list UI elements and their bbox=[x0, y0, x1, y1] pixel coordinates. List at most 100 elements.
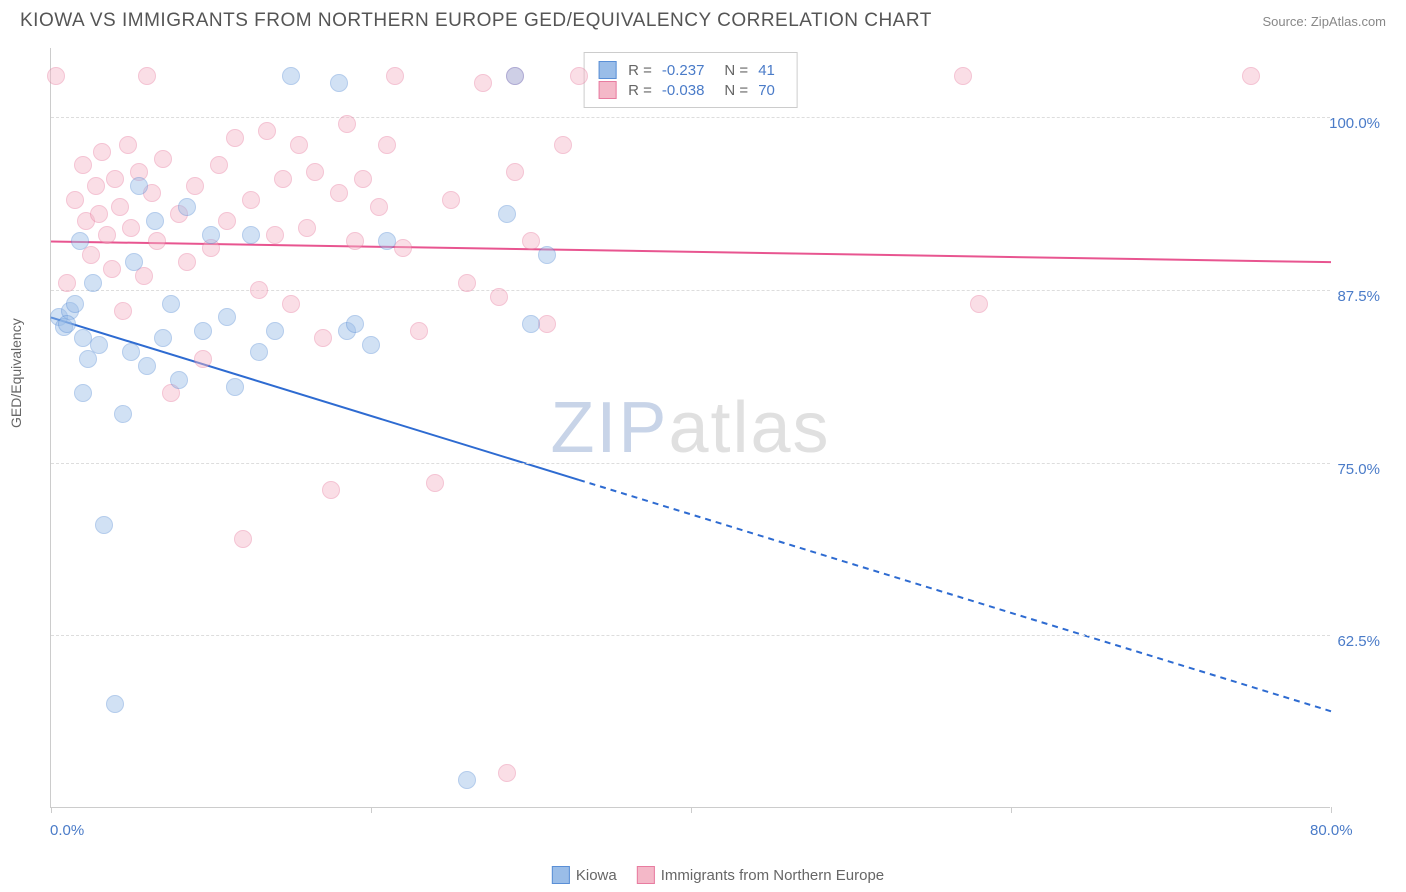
swatch-kiowa-icon bbox=[552, 866, 570, 884]
y-tick-label: 87.5% bbox=[1337, 288, 1380, 305]
x-tick-label: 80.0% bbox=[1310, 822, 1353, 839]
data-point bbox=[125, 253, 143, 271]
swatch-immigrants bbox=[598, 81, 616, 99]
data-point bbox=[58, 315, 76, 333]
data-point bbox=[66, 191, 84, 209]
data-point bbox=[111, 198, 129, 216]
swatch-kiowa bbox=[598, 61, 616, 79]
data-point bbox=[314, 329, 332, 347]
data-point bbox=[442, 191, 460, 209]
data-point bbox=[98, 226, 116, 244]
data-point bbox=[210, 156, 228, 174]
legend-label-kiowa: Kiowa bbox=[576, 867, 617, 884]
data-point bbox=[170, 371, 188, 389]
data-point bbox=[138, 357, 156, 375]
data-point bbox=[90, 205, 108, 223]
data-point bbox=[84, 274, 102, 292]
data-point bbox=[71, 232, 89, 250]
data-point bbox=[202, 226, 220, 244]
data-point bbox=[103, 260, 121, 278]
legend-item-immigrants: Immigrants from Northern Europe bbox=[637, 866, 884, 884]
scatter-plot: ZIPatlas R =-0.237 N =41 R =-0.038 N =70 bbox=[50, 48, 1330, 808]
y-axis-label: GED/Equivalency bbox=[8, 318, 24, 428]
data-point bbox=[410, 322, 428, 340]
legend-row-immigrants: R =-0.038 N =70 bbox=[598, 81, 783, 99]
data-point bbox=[106, 170, 124, 188]
data-point bbox=[95, 516, 113, 534]
y-tick-label: 75.0% bbox=[1337, 461, 1380, 478]
data-point bbox=[522, 315, 540, 333]
legend-row-kiowa: R =-0.237 N =41 bbox=[598, 61, 783, 79]
data-point bbox=[138, 67, 156, 85]
data-point bbox=[306, 163, 324, 181]
data-point bbox=[226, 129, 244, 147]
data-point bbox=[146, 212, 164, 230]
trend-lines bbox=[51, 48, 1330, 807]
correlation-legend: R =-0.237 N =41 R =-0.038 N =70 bbox=[583, 52, 798, 108]
data-point bbox=[458, 771, 476, 789]
data-point bbox=[378, 136, 396, 154]
data-point bbox=[58, 274, 76, 292]
data-point bbox=[490, 288, 508, 306]
data-point bbox=[154, 150, 172, 168]
data-point bbox=[474, 74, 492, 92]
data-point bbox=[266, 322, 284, 340]
legend-label-immigrants: Immigrants from Northern Europe bbox=[661, 867, 884, 884]
data-point bbox=[250, 343, 268, 361]
data-point bbox=[74, 384, 92, 402]
data-point bbox=[554, 136, 572, 154]
data-point bbox=[498, 764, 516, 782]
data-point bbox=[346, 315, 364, 333]
data-point bbox=[258, 122, 276, 140]
data-point bbox=[178, 253, 196, 271]
data-point bbox=[250, 281, 268, 299]
data-point bbox=[194, 350, 212, 368]
data-point bbox=[74, 156, 92, 174]
x-tick-label: 0.0% bbox=[50, 822, 84, 839]
data-point bbox=[506, 67, 524, 85]
y-tick-label: 100.0% bbox=[1329, 115, 1380, 132]
data-point bbox=[218, 308, 236, 326]
data-point bbox=[378, 232, 396, 250]
data-point bbox=[370, 198, 388, 216]
data-point bbox=[87, 177, 105, 195]
data-point bbox=[47, 67, 65, 85]
data-point bbox=[1242, 67, 1260, 85]
data-point bbox=[522, 232, 540, 250]
data-point bbox=[218, 212, 236, 230]
data-point bbox=[122, 343, 140, 361]
data-point bbox=[394, 239, 412, 257]
legend-item-kiowa: Kiowa bbox=[552, 866, 617, 884]
data-point bbox=[290, 136, 308, 154]
data-point bbox=[570, 67, 588, 85]
data-point bbox=[226, 378, 244, 396]
data-point bbox=[538, 315, 556, 333]
data-point bbox=[458, 274, 476, 292]
data-point bbox=[330, 184, 348, 202]
data-point bbox=[162, 295, 180, 313]
data-point bbox=[122, 219, 140, 237]
data-point bbox=[338, 115, 356, 133]
series-legend: Kiowa Immigrants from Northern Europe bbox=[552, 866, 884, 884]
data-point bbox=[282, 295, 300, 313]
data-point bbox=[114, 302, 132, 320]
y-tick-label: 62.5% bbox=[1337, 633, 1380, 650]
data-point bbox=[194, 322, 212, 340]
data-point bbox=[274, 170, 292, 188]
data-point bbox=[148, 232, 166, 250]
page-title: KIOWA VS IMMIGRANTS FROM NORTHERN EUROPE… bbox=[20, 10, 932, 32]
watermark: ZIPatlas bbox=[550, 387, 830, 469]
data-point bbox=[154, 329, 172, 347]
data-point bbox=[282, 67, 300, 85]
data-point bbox=[114, 405, 132, 423]
data-point bbox=[266, 226, 284, 244]
data-point bbox=[242, 226, 260, 244]
data-point bbox=[178, 198, 196, 216]
data-point bbox=[426, 474, 444, 492]
data-point bbox=[106, 695, 124, 713]
source-label: Source: ZipAtlas.com bbox=[1262, 14, 1386, 29]
data-point bbox=[66, 295, 84, 313]
data-point bbox=[538, 246, 556, 264]
data-point bbox=[506, 163, 524, 181]
data-point bbox=[362, 336, 380, 354]
